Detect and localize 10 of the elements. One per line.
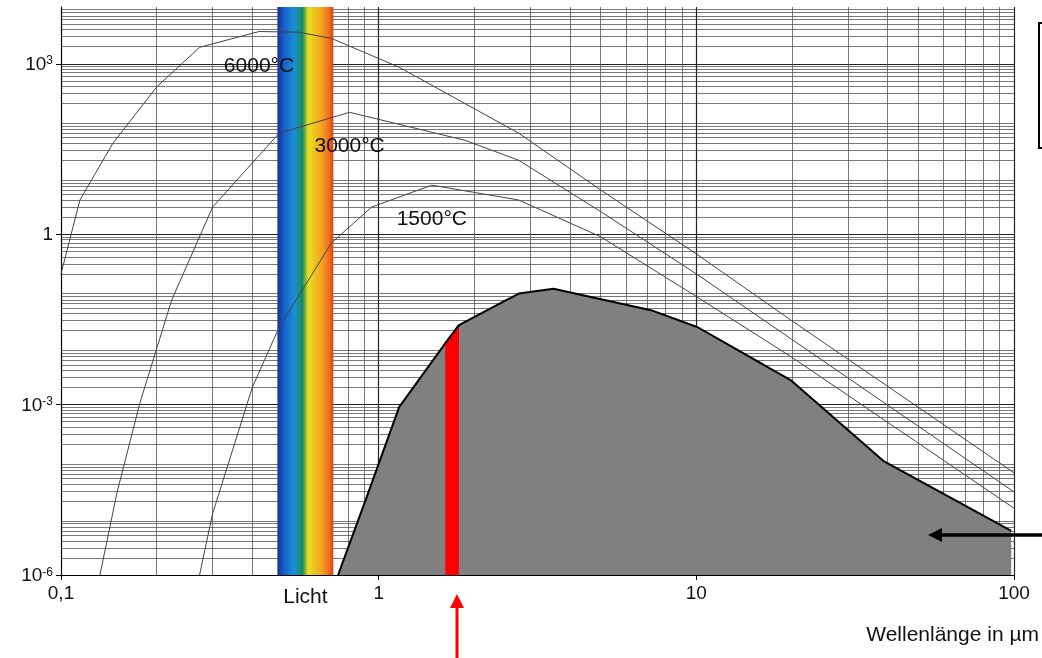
x-tick-label: 1 xyxy=(373,582,384,603)
band-label: Licht xyxy=(283,584,328,607)
x-axis-title: Wellenlänge in µm xyxy=(866,622,1039,645)
x-tick-label: 0,1 xyxy=(47,582,75,603)
x-tick-label: 100 xyxy=(998,582,1030,603)
y-tick-label: 10$^{-3}$ xyxy=(21,392,53,417)
y-tick-label: 10$^{-6}$ xyxy=(21,564,53,585)
y-tick-label: 1 xyxy=(42,222,53,247)
y-tick-label: 10$^{3}$ xyxy=(25,51,53,76)
x-tick-label: 10 xyxy=(685,582,707,603)
